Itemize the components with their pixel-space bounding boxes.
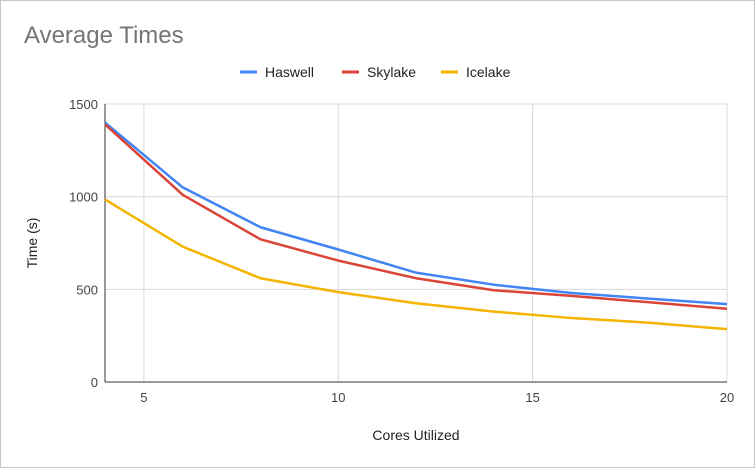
tick-labels: 0 500 1000 1500 5 10 15 20	[69, 97, 734, 405]
x-axis-title: Cores Utilized	[372, 427, 459, 443]
x-tick-label: 10	[331, 390, 345, 405]
gridlines	[105, 103, 728, 382]
series-line-icelake	[104, 198, 728, 331]
legend-label: Icelake	[466, 64, 511, 80]
legend-item-haswell: Haswell	[240, 64, 314, 80]
axes	[104, 104, 727, 383]
x-tick-label: 5	[140, 390, 147, 405]
legend-item-icelake: Icelake	[441, 64, 511, 80]
legend-label: Skylake	[367, 64, 416, 80]
series-lines	[104, 121, 728, 331]
series-line-haswell	[104, 121, 728, 306]
y-tick-label: 1500	[69, 97, 98, 112]
y-tick-label: 500	[76, 282, 98, 297]
legend-item-skylake: Skylake	[342, 64, 416, 80]
chart-title: Average Times	[24, 22, 184, 49]
legend-label: Haswell	[265, 64, 314, 80]
series-line-skylake	[104, 123, 728, 311]
x-tick-label: 20	[720, 390, 734, 405]
x-tick-label: 15	[525, 390, 539, 405]
y-axis-title: Time (s)	[24, 218, 40, 269]
y-tick-label: 0	[91, 375, 98, 390]
y-tick-label: 1000	[69, 190, 98, 205]
legend: Haswell Skylake Icelake	[240, 64, 511, 80]
